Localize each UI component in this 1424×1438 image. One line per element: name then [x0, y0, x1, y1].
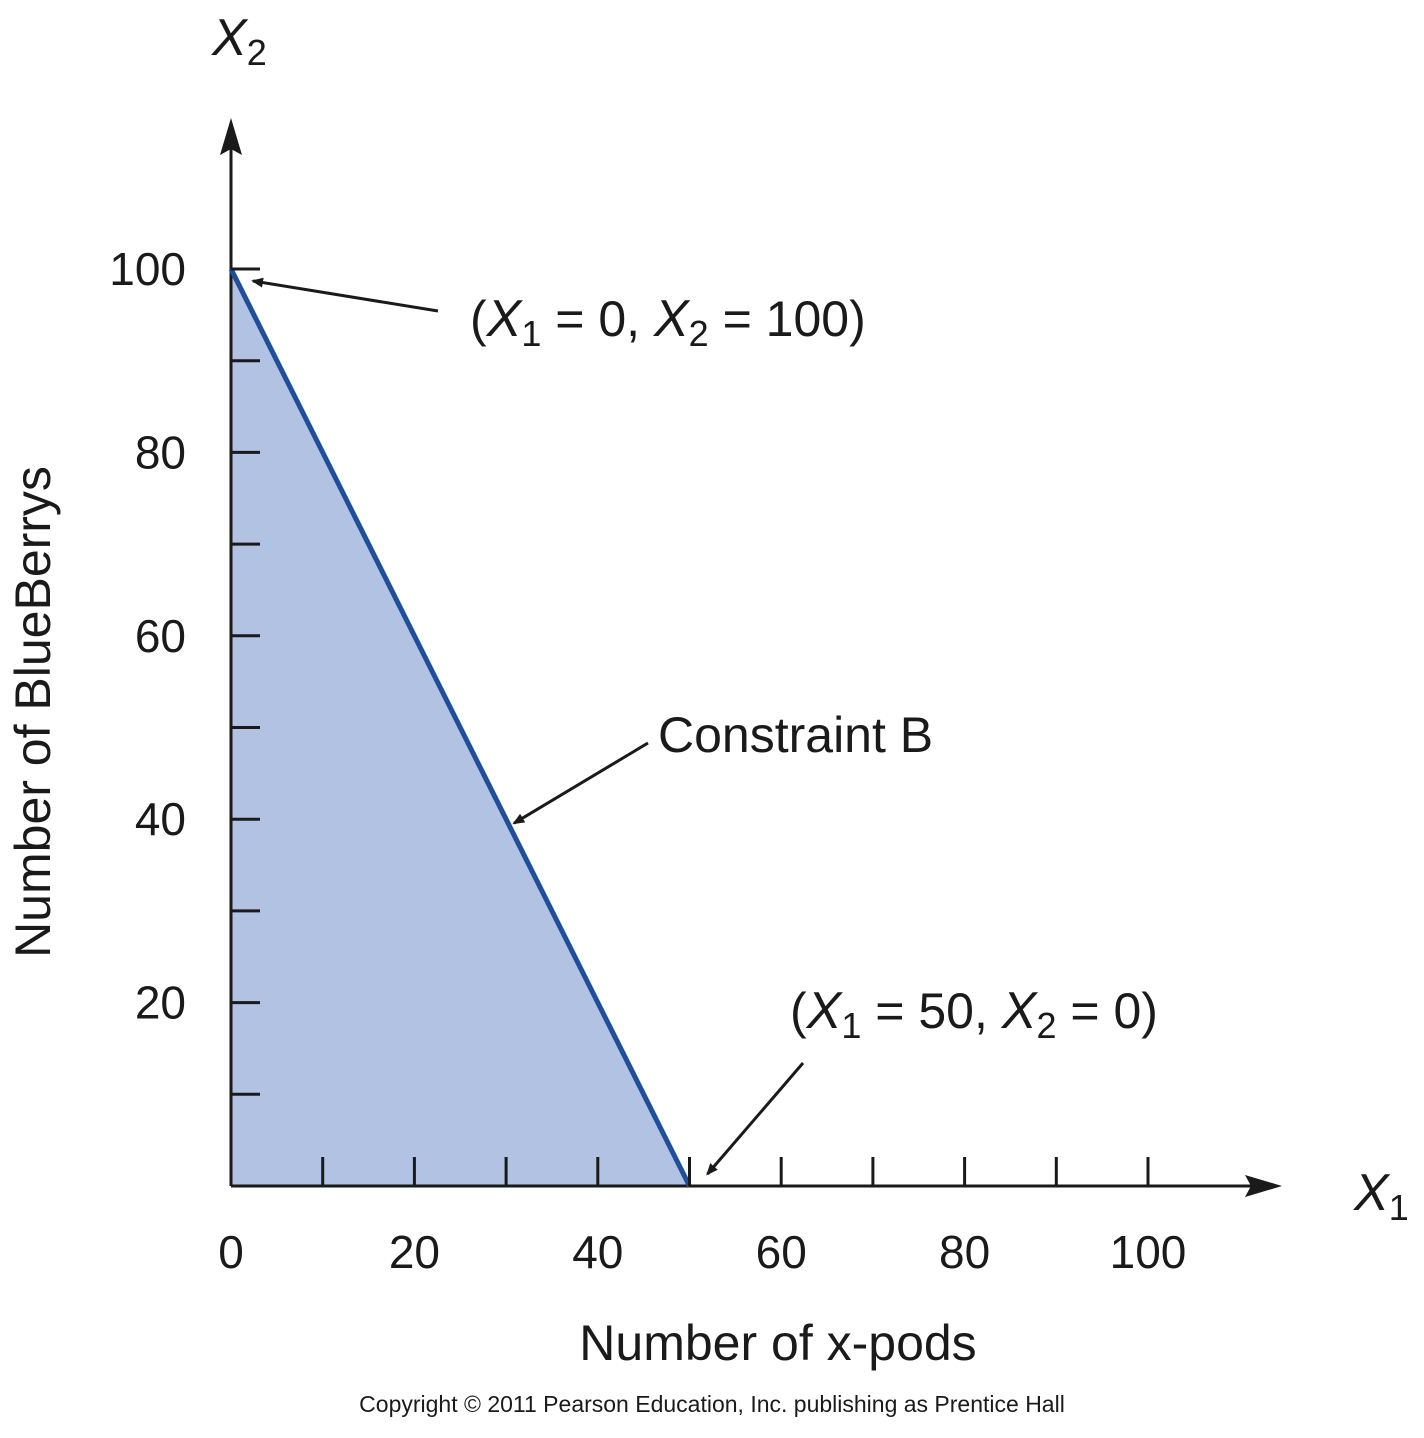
x-axis-title: Number of x-pods [579, 1315, 976, 1371]
copyright-footer: Copyright © 2011 Pearson Education, Inc.… [359, 1391, 1065, 1417]
y-axis-variable: X2 [211, 9, 267, 73]
y-tick-label: 20 [135, 977, 186, 1029]
y-axis-arrow [220, 118, 242, 155]
annotation-arrow-bottom [706, 1062, 805, 1176]
x-axis-arrow [1245, 1175, 1282, 1197]
annotation-arrow-top [251, 277, 439, 313]
y-tick-label: 60 [135, 610, 186, 662]
constraint-line-1 [228, 267, 692, 1188]
annotation-bottom: (X1 = 50, X2 = 0) [790, 982, 1158, 1046]
y-axis-title: Number of BlueBerrys [5, 466, 61, 958]
annotation-top: (X1 = 0, X2 = 100) [470, 290, 866, 354]
annotation-layer: (X1 = 0, X2 = 100) Constraint B (X1 = 50, … [251, 277, 1158, 1176]
axes-layer [220, 118, 1282, 1197]
y-tick-label: 40 [135, 793, 186, 845]
x-tick-label: 0 [218, 1226, 244, 1278]
annotation-constraint: Constraint B [658, 707, 933, 763]
x-tick-label: 20 [389, 1226, 440, 1278]
x-tick-label: 80 [939, 1226, 990, 1278]
y-tick-label: 80 [135, 426, 186, 478]
y-tick-label: 100 [109, 243, 186, 295]
x-tick-label: 100 [1110, 1226, 1187, 1278]
x-tick-label: 40 [572, 1226, 623, 1278]
annotation-arrow-constraint [512, 741, 649, 825]
x-tick-label: 60 [756, 1226, 807, 1278]
ticks-layer: 0 20 40 60 80 100 20 40 60 80 100 [109, 243, 1186, 1278]
x-axis-variable: X1 [1353, 1164, 1409, 1228]
series-layer [228, 267, 692, 1188]
